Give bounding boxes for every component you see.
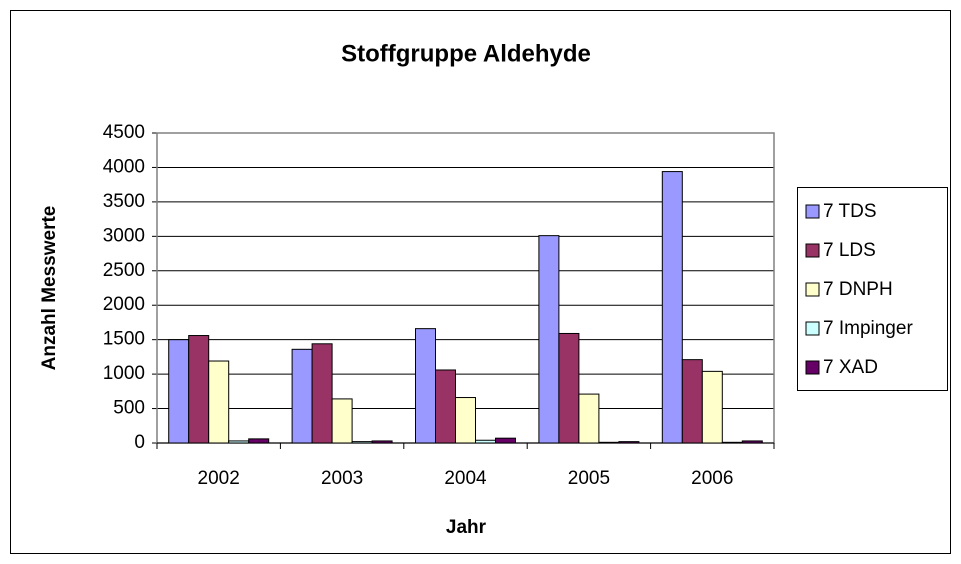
x-tick-label: 2003 xyxy=(321,468,363,489)
bar xyxy=(598,441,620,444)
y-tick-label: 3500 xyxy=(103,191,145,212)
y-tick-label: 4000 xyxy=(103,156,145,177)
legend-swatch xyxy=(805,204,820,219)
bar xyxy=(618,441,640,444)
bar xyxy=(721,441,743,444)
legend-swatch xyxy=(805,243,820,258)
bar xyxy=(475,439,496,444)
bar xyxy=(331,398,353,444)
bar xyxy=(168,339,190,444)
y-tick-label: 2000 xyxy=(103,294,145,315)
bar xyxy=(435,369,456,444)
bar xyxy=(228,440,250,444)
y-tick-label: 1500 xyxy=(103,329,145,350)
x-axis-label: Jahr xyxy=(446,517,487,538)
bar xyxy=(741,440,763,444)
legend-label: 7 XAD xyxy=(823,357,878,378)
legend-label: 7 Impinger xyxy=(823,318,913,339)
bar xyxy=(578,393,600,444)
bar xyxy=(351,441,373,444)
bar xyxy=(455,397,476,444)
bar xyxy=(311,343,333,444)
bar xyxy=(208,360,230,444)
chart-title: Stoffgruppe Aldehyde xyxy=(341,40,591,67)
bar xyxy=(701,370,723,444)
bar xyxy=(558,332,580,444)
bar xyxy=(188,335,210,444)
bar xyxy=(415,328,436,444)
bar xyxy=(248,438,270,444)
legend-swatch xyxy=(805,282,820,297)
chart-border xyxy=(10,10,951,554)
x-tick-label: 2005 xyxy=(568,468,610,489)
legend-label: 7 LDS xyxy=(823,240,876,261)
x-tick-label: 2002 xyxy=(198,468,240,489)
y-axis-label: Anzahl Messwerte xyxy=(39,206,60,371)
y-tick-label: 3000 xyxy=(103,225,145,246)
bar xyxy=(538,235,560,444)
y-tick-label: 500 xyxy=(113,398,145,419)
legend-label: 7 DNPH xyxy=(823,279,893,300)
x-tick-label: 2006 xyxy=(691,468,733,489)
bar xyxy=(661,171,683,444)
legend-box xyxy=(797,187,948,391)
legend-label: 7 TDS xyxy=(823,201,877,222)
y-tick-label: 2500 xyxy=(103,260,145,281)
y-tick-label: 4500 xyxy=(103,122,145,143)
legend-swatch xyxy=(805,360,820,375)
x-tick-label: 2004 xyxy=(444,468,487,489)
bar xyxy=(681,359,703,444)
legend-swatch xyxy=(805,321,820,336)
bar xyxy=(291,348,313,444)
bar xyxy=(495,437,516,444)
y-tick-label: 1000 xyxy=(103,363,145,384)
y-tick-label: 0 xyxy=(134,432,145,453)
bar xyxy=(371,440,393,444)
